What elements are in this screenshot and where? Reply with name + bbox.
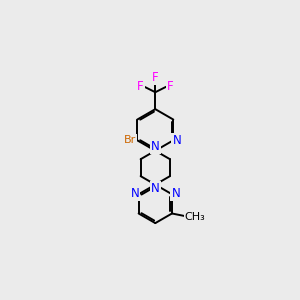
- Text: F: F: [167, 80, 173, 93]
- Text: CH₃: CH₃: [185, 212, 206, 222]
- Text: N: N: [172, 134, 181, 147]
- Text: N: N: [151, 140, 160, 153]
- Text: Br: Br: [124, 135, 136, 145]
- Text: F: F: [137, 80, 144, 93]
- Text: N: N: [151, 182, 160, 195]
- Text: N: N: [171, 187, 180, 200]
- Text: F: F: [152, 71, 159, 84]
- Text: N: N: [130, 187, 139, 200]
